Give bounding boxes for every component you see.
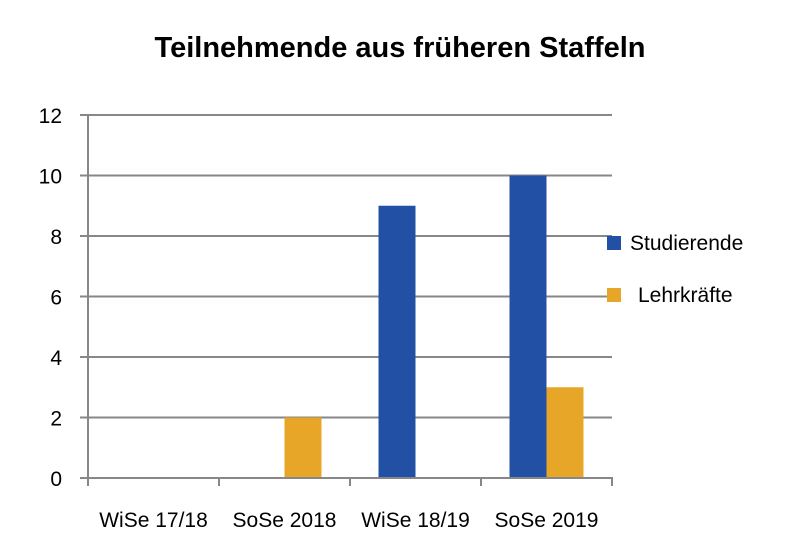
y-tick-label: 4 bbox=[50, 347, 62, 370]
legend-label: Lehrkräfte bbox=[638, 284, 733, 307]
y-tick-label: 12 bbox=[39, 105, 62, 128]
x-tick-label: SoSe 2019 bbox=[495, 509, 599, 532]
chart-title: Teilnehmende aus früheren Staffeln bbox=[155, 32, 646, 64]
legend-swatch bbox=[607, 236, 621, 250]
y-tick-label: 2 bbox=[50, 408, 62, 431]
y-tick-label: 6 bbox=[50, 287, 62, 310]
y-tick-label: 8 bbox=[50, 226, 62, 249]
bar-lehrkräfte bbox=[546, 387, 584, 478]
y-tick-label: 0 bbox=[50, 468, 62, 491]
bar-studierende bbox=[509, 175, 547, 478]
x-tick-label: WiSe 18/19 bbox=[361, 509, 470, 532]
bar-lehrkräfte bbox=[284, 417, 322, 478]
bar-studierende bbox=[378, 205, 416, 478]
legend-label: Studierende bbox=[630, 232, 743, 255]
x-tick-label: WiSe 17/18 bbox=[99, 509, 208, 532]
legend-swatch bbox=[607, 288, 621, 302]
y-tick-label: 10 bbox=[39, 166, 62, 189]
x-tick-label: SoSe 2018 bbox=[233, 509, 337, 532]
